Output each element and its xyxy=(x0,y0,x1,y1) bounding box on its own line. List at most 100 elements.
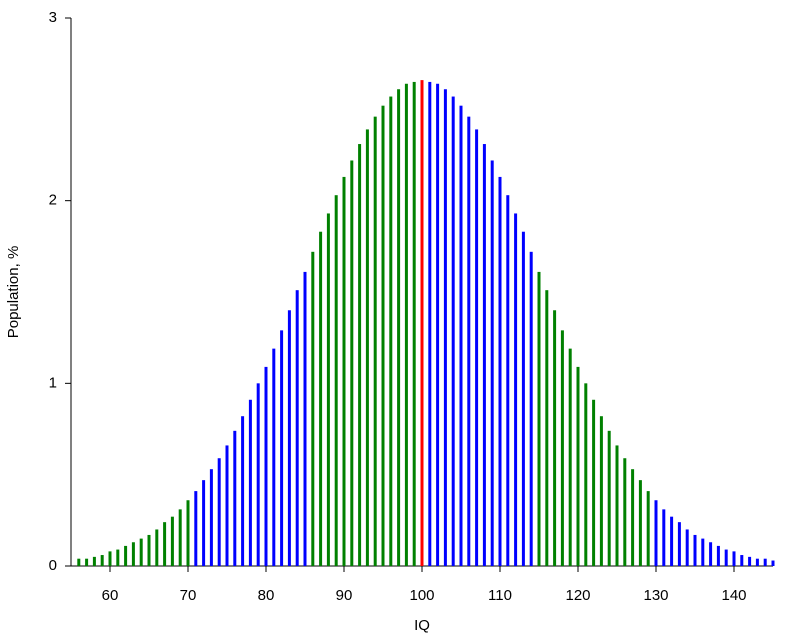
bar xyxy=(272,348,276,566)
bar xyxy=(287,310,291,566)
bar xyxy=(545,290,549,566)
bar xyxy=(576,366,580,566)
bar xyxy=(365,129,369,566)
bar xyxy=(334,195,338,567)
bar xyxy=(693,534,697,566)
x-tick-label: 120 xyxy=(565,587,590,604)
bar xyxy=(358,144,362,567)
bar xyxy=(194,491,198,566)
bar xyxy=(319,231,323,566)
bar xyxy=(482,144,486,567)
bar xyxy=(685,529,689,566)
bar xyxy=(443,89,447,567)
bar xyxy=(607,430,611,566)
y-tick-label: 2 xyxy=(49,192,57,209)
bar xyxy=(677,522,681,566)
bar xyxy=(631,469,635,566)
bar xyxy=(178,509,182,566)
bar xyxy=(225,445,229,566)
bar xyxy=(709,542,713,566)
bar xyxy=(163,522,167,566)
bar xyxy=(771,560,775,566)
bar xyxy=(209,469,213,566)
bar xyxy=(748,556,752,566)
bar xyxy=(716,545,720,566)
bar xyxy=(92,556,96,566)
bar xyxy=(217,458,221,566)
bar xyxy=(506,195,510,567)
bar xyxy=(732,551,736,566)
x-tick-label: 140 xyxy=(721,587,746,604)
bar xyxy=(638,480,642,566)
bar xyxy=(662,509,666,566)
bar xyxy=(412,81,416,566)
bar xyxy=(553,310,557,566)
x-tick-label: 60 xyxy=(102,587,119,604)
x-tick-label: 90 xyxy=(336,587,353,604)
bar xyxy=(670,516,674,566)
bar xyxy=(350,160,354,567)
bar xyxy=(170,516,174,566)
bar xyxy=(124,545,128,566)
bar xyxy=(202,480,206,566)
bar xyxy=(615,445,619,566)
bar xyxy=(755,558,759,566)
bar xyxy=(373,116,377,566)
bar xyxy=(560,330,564,566)
bar xyxy=(537,271,541,566)
x-axis-label: IQ xyxy=(414,617,430,634)
x-tick-label: 130 xyxy=(643,587,668,604)
y-tick-label: 3 xyxy=(49,9,57,26)
bar xyxy=(147,534,151,566)
y-axis-label: Population, % xyxy=(5,246,22,339)
bar xyxy=(724,549,728,566)
bar xyxy=(646,491,650,566)
bar xyxy=(490,160,494,567)
bar xyxy=(233,430,237,566)
bar xyxy=(514,213,518,566)
bar xyxy=(131,542,135,566)
bar xyxy=(623,458,627,566)
bar xyxy=(475,129,479,566)
bar xyxy=(303,271,307,566)
y-tick-label: 1 xyxy=(49,374,57,391)
bar xyxy=(529,251,533,566)
bar xyxy=(326,213,330,566)
bar xyxy=(248,399,252,566)
bar xyxy=(342,176,346,567)
bar xyxy=(264,366,268,566)
bar xyxy=(241,416,245,566)
bar xyxy=(256,383,260,566)
bar xyxy=(139,538,143,566)
bar xyxy=(186,500,190,566)
y-tick-label: 0 xyxy=(49,557,57,574)
bar xyxy=(280,330,284,566)
bar xyxy=(701,538,705,566)
bar xyxy=(381,105,385,567)
bar xyxy=(599,416,603,566)
bar xyxy=(436,83,440,566)
bar xyxy=(404,83,408,566)
bar xyxy=(85,558,89,566)
bar xyxy=(654,500,658,566)
bar xyxy=(389,96,393,567)
bar xyxy=(397,89,401,567)
bar xyxy=(740,555,744,566)
bar xyxy=(428,81,432,566)
bar xyxy=(155,529,159,566)
bar xyxy=(100,555,104,566)
x-tick-label: 80 xyxy=(258,587,275,604)
bar xyxy=(568,348,572,566)
bar xyxy=(420,80,424,567)
bar xyxy=(592,399,596,566)
bar xyxy=(311,251,315,566)
x-tick-label: 100 xyxy=(409,587,434,604)
bar xyxy=(108,551,112,566)
bar xyxy=(451,96,455,567)
bar xyxy=(77,558,81,566)
bar xyxy=(459,105,463,567)
x-tick-label: 70 xyxy=(180,587,197,604)
bar xyxy=(763,558,767,566)
bar xyxy=(116,549,120,566)
